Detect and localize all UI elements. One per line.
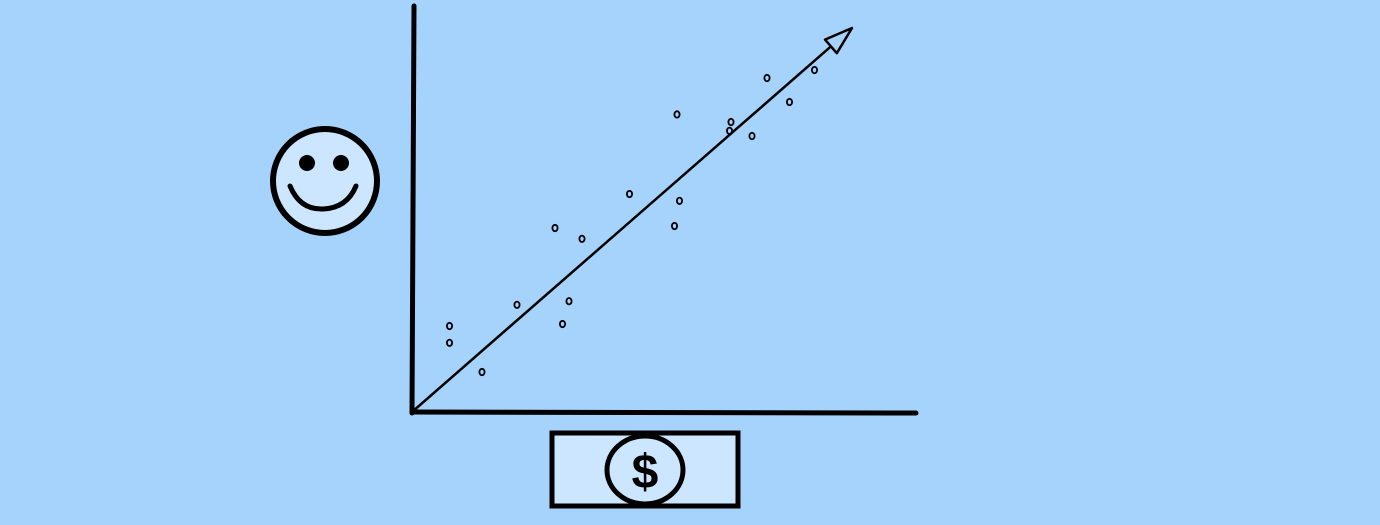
data-point-3	[478, 367, 486, 377]
y-axis	[409, 3, 417, 416]
data-point-15	[748, 131, 756, 141]
trend-line-group	[411, 26, 854, 413]
data-point-10	[671, 221, 679, 231]
data-point-17	[786, 97, 794, 107]
data-point-12	[676, 196, 684, 205]
dollar-bill-medallion	[604, 433, 686, 507]
smiley-face-icon	[270, 126, 380, 236]
dollar-bill-icon: $	[549, 430, 741, 509]
smiley-mouth	[287, 183, 359, 212]
data-point-5	[551, 223, 559, 233]
trend-arrowhead	[823, 26, 854, 55]
data-point-18	[811, 65, 819, 75]
chart-marks	[445, 65, 819, 377]
smiley-face-outline	[270, 126, 380, 236]
x-axis	[409, 409, 919, 416]
data-point-14	[727, 117, 735, 127]
smiley-right-eye	[333, 155, 349, 171]
data-point-4	[513, 300, 521, 309]
data-point-7	[565, 297, 573, 306]
data-point-16	[763, 73, 771, 83]
trend-line	[411, 45, 832, 413]
data-point-11	[673, 110, 681, 119]
data-point-9	[626, 189, 634, 199]
data-point-8	[578, 234, 586, 243]
data-point-2	[445, 338, 453, 347]
chart-axes	[409, 3, 919, 416]
dollar-sign-icon: $	[632, 446, 659, 499]
data-point-6	[559, 319, 567, 329]
smiley-left-eye	[299, 155, 315, 171]
data-point-1	[445, 321, 453, 331]
